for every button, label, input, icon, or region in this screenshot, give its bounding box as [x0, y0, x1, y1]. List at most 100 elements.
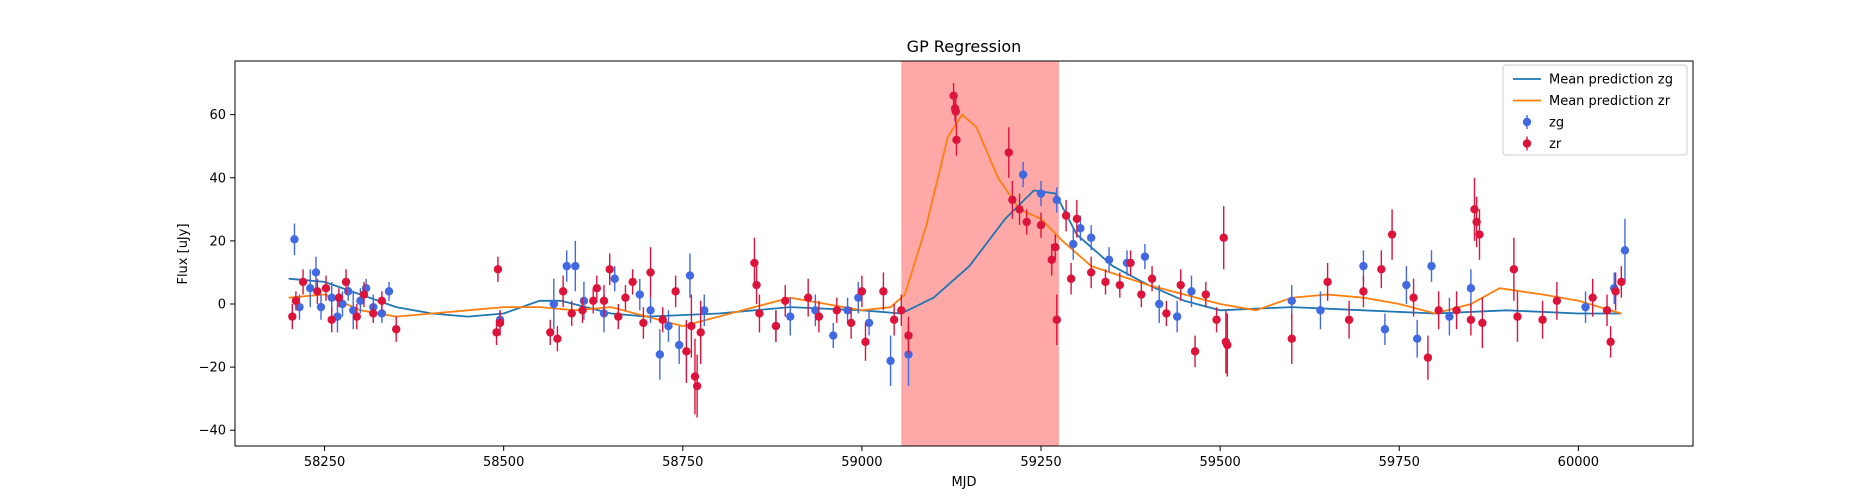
data-point-zg	[1412, 334, 1422, 343]
x-axis-label: MJD	[951, 475, 976, 490]
x-tick-label: 58500	[483, 455, 524, 470]
plot-inner	[288, 61, 1630, 446]
data-point-zg	[562, 261, 571, 271]
data-point-zr	[1072, 214, 1082, 223]
data-point-zg	[1402, 280, 1411, 290]
data-point-zg	[854, 293, 863, 302]
data-point-zg	[1086, 233, 1096, 242]
x-tick-label: 59000	[841, 455, 882, 470]
data-point-zr	[1606, 337, 1615, 347]
data-point-zr	[321, 284, 331, 293]
data-point-zr	[1147, 274, 1157, 283]
data-point-zg	[1380, 325, 1390, 334]
legend-marker-swatch	[1522, 117, 1532, 127]
axes-frame	[234, 60, 1694, 447]
data-point-zr	[658, 315, 667, 324]
data-point-zg	[1445, 312, 1454, 321]
data-point-zg	[306, 284, 315, 293]
data-point-zr	[614, 312, 623, 321]
data-point-zg	[675, 340, 684, 350]
data-point-zg	[843, 306, 852, 315]
data-point-zr	[341, 277, 351, 287]
legend-label: Mean prediction zr	[1549, 94, 1671, 109]
x-tick-label: 59500	[1199, 455, 1240, 470]
data-point-zr	[589, 296, 598, 306]
data-point-zr	[288, 312, 297, 321]
data-point-zg	[685, 271, 695, 280]
data-point-zr	[1409, 293, 1418, 302]
data-point-zr	[1004, 148, 1013, 157]
data-point-zr	[1602, 306, 1612, 315]
data-point-zr	[832, 306, 842, 315]
data-point-zr	[327, 315, 336, 324]
data-point-zr	[1101, 277, 1110, 287]
data-point-zg	[610, 274, 619, 283]
data-point-zr	[1423, 353, 1433, 362]
data-point-zg	[646, 306, 655, 315]
data-point-zg	[1427, 261, 1436, 271]
data-point-zg	[635, 290, 645, 299]
data-point-zr	[846, 318, 856, 328]
data-point-zr	[298, 277, 308, 287]
data-point-zr	[755, 309, 764, 318]
data-point-zr	[1513, 312, 1522, 321]
legend-label: zr	[1549, 137, 1562, 152]
data-point-zr	[1359, 287, 1368, 296]
data-point-zg	[356, 296, 365, 306]
series-zg	[290, 161, 1630, 387]
data-point-zg	[295, 302, 304, 312]
data-point-zr	[682, 347, 691, 356]
data-point-zr	[1223, 340, 1232, 350]
data-point-zr	[857, 287, 867, 296]
data-point-zr	[646, 268, 655, 277]
data-point-zr	[1538, 315, 1547, 324]
data-point-zr	[1052, 315, 1061, 324]
y-axis-label: Flux [uJy]	[176, 223, 191, 284]
data-point-zg	[579, 296, 589, 306]
data-point-zr	[771, 321, 781, 331]
data-point-zg	[384, 287, 394, 296]
y-tick-label: 40	[209, 171, 226, 186]
data-point-zg	[1620, 246, 1630, 255]
legend-box	[1502, 64, 1688, 156]
shaded-region	[901, 61, 1059, 446]
data-point-zr	[904, 331, 913, 340]
data-point-zr	[1475, 230, 1484, 239]
data-point-zr	[1387, 230, 1397, 239]
data-point-zr	[605, 265, 614, 274]
data-point-zg	[786, 312, 795, 321]
data-point-zg	[655, 350, 665, 359]
data-point-zg	[316, 302, 326, 312]
data-point-zr	[803, 293, 813, 302]
data-point-zg	[1187, 287, 1196, 296]
data-point-zr	[291, 296, 301, 306]
data-point-zr	[628, 277, 637, 287]
data-point-zr	[952, 135, 961, 145]
data-point-zr	[1190, 347, 1200, 356]
data-point-zr	[1126, 258, 1135, 268]
y-tick-label: −40	[199, 424, 226, 439]
chart-title: GP Regression	[907, 37, 1022, 56]
data-point-zr	[639, 318, 648, 328]
data-point-zg	[344, 287, 353, 296]
data-point-zr	[1470, 205, 1479, 214]
data-point-zg	[1316, 306, 1325, 315]
data-point-zr	[359, 290, 369, 299]
data-point-zr	[1466, 315, 1476, 324]
data-point-zr	[671, 287, 680, 296]
data-point-zg	[549, 299, 559, 309]
data-point-zr	[889, 315, 899, 324]
x-tick-label: 58750	[662, 455, 703, 470]
plot-area	[288, 61, 1630, 446]
data-point-zr	[1434, 306, 1443, 315]
y-tick-label: 0	[218, 297, 226, 312]
data-point-zr	[567, 309, 576, 318]
data-point-zg	[290, 235, 299, 244]
data-point-zr	[1015, 205, 1024, 214]
data-point-zg	[1287, 296, 1296, 306]
data-point-zr	[492, 328, 501, 337]
data-point-zr	[592, 284, 602, 293]
data-point-zr	[1472, 217, 1481, 227]
data-point-zr	[1552, 296, 1562, 306]
